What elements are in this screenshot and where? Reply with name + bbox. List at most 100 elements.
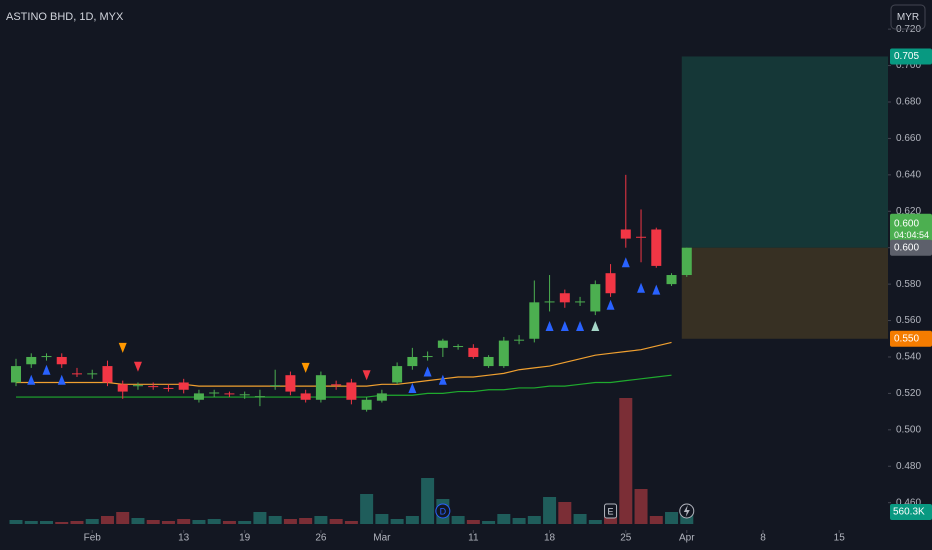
candle-body <box>468 347 479 357</box>
signal-marker <box>301 362 310 373</box>
signal-marker <box>133 361 142 372</box>
candle-body <box>178 382 189 390</box>
y-tick-label: 0.700 <box>896 60 921 71</box>
candle-body <box>331 384 342 386</box>
volume-bar <box>329 519 343 524</box>
y-tick-label: 0.660 <box>896 133 921 144</box>
volume-bar <box>24 521 38 524</box>
volume-bar <box>116 512 130 524</box>
candle-body <box>559 293 570 303</box>
candle-body <box>590 284 601 312</box>
price-badge-label: 0.550 <box>894 333 919 344</box>
moving-average <box>16 374 672 398</box>
volume-bar <box>131 518 145 524</box>
volume-bar <box>649 516 663 524</box>
x-tick-label: 19 <box>239 533 251 544</box>
candle-body <box>605 273 616 294</box>
volume-bar <box>573 514 587 524</box>
volume-bar <box>161 521 175 524</box>
candle-body <box>529 302 540 339</box>
x-tick-label: Mar <box>373 533 391 544</box>
currency-button[interactable] <box>890 4 926 30</box>
range-zone <box>681 56 888 248</box>
volume-bar <box>192 520 206 524</box>
volume-bar <box>451 516 465 524</box>
candle-body <box>56 356 67 365</box>
price-badge-label: 0.705 <box>894 51 919 62</box>
x-tick-label: Apr <box>679 533 695 544</box>
candle-body <box>498 340 509 367</box>
volume-bar <box>100 516 114 524</box>
candle-body <box>575 301 586 303</box>
y-tick-label: 0.640 <box>896 169 921 180</box>
x-tick-label: 11 <box>468 533 479 544</box>
candle-body <box>422 356 433 358</box>
candle-body <box>163 387 174 389</box>
event-icon <box>604 503 618 519</box>
candle-body <box>87 373 98 375</box>
signal-marker <box>606 299 615 310</box>
volume-bar <box>375 514 389 524</box>
candle-body <box>148 386 159 388</box>
dividend-bolt <box>683 505 690 517</box>
candle-body <box>437 340 448 348</box>
chart-title: ASTINO BHD, 1D, MYX <box>6 11 124 23</box>
candle-body <box>376 393 387 401</box>
volume-bar <box>253 512 267 524</box>
volume-bar <box>9 520 23 524</box>
x-tick-label: Feb <box>84 533 102 544</box>
y-tick-label: 0.680 <box>896 97 921 108</box>
volume-bar <box>482 521 496 524</box>
volume-bar <box>299 518 313 524</box>
price-badge <box>890 330 932 347</box>
candle-body <box>666 275 677 285</box>
volume-bar <box>268 516 282 524</box>
candle-body <box>254 396 265 398</box>
x-tick-label: 26 <box>315 533 327 544</box>
signal-marker <box>362 370 371 381</box>
volume-bar <box>177 519 191 524</box>
volume-bar <box>344 521 358 524</box>
candle-body <box>26 356 37 365</box>
price-badge <box>890 48 932 65</box>
volume-bar <box>558 502 572 524</box>
y-tick-label: 0.500 <box>896 424 921 435</box>
candle-body <box>681 247 692 276</box>
candle-body <box>193 393 204 400</box>
y-tick-label: 0.520 <box>896 388 921 399</box>
volume-bar <box>665 512 679 524</box>
volume-bar <box>604 516 618 524</box>
signal-marker <box>621 257 630 268</box>
volume-bar <box>85 519 99 524</box>
volume-bar <box>543 497 557 524</box>
signal-marker <box>57 374 66 385</box>
volume-bar <box>619 398 633 524</box>
volume-badge-label: 560.3K <box>893 507 925 518</box>
volume-bar <box>55 522 69 524</box>
price-badge-label: 0.600 <box>894 218 919 229</box>
candle-body <box>651 229 662 266</box>
x-tick-label: 15 <box>834 533 846 544</box>
candle-body <box>239 394 250 396</box>
price-badge-timer: 04:04:54 <box>894 230 929 240</box>
volume-bar <box>39 521 53 524</box>
volume-bar <box>512 518 526 524</box>
candle-body <box>453 346 464 348</box>
volume-bar <box>70 521 84 524</box>
candle-body <box>285 375 296 392</box>
volume-bar <box>405 516 419 524</box>
candle-body <box>209 392 220 394</box>
signal-marker <box>42 364 51 375</box>
volume-bar <box>238 521 252 524</box>
volume-bar <box>497 514 511 524</box>
x-tick-label: 8 <box>760 533 766 544</box>
candle-body <box>544 301 555 303</box>
volume-bar <box>421 478 435 524</box>
volume-bar <box>146 520 160 524</box>
signal-marker <box>408 382 417 393</box>
candle-body <box>346 382 357 400</box>
volume-bar <box>360 494 374 524</box>
candle-body <box>620 229 631 239</box>
